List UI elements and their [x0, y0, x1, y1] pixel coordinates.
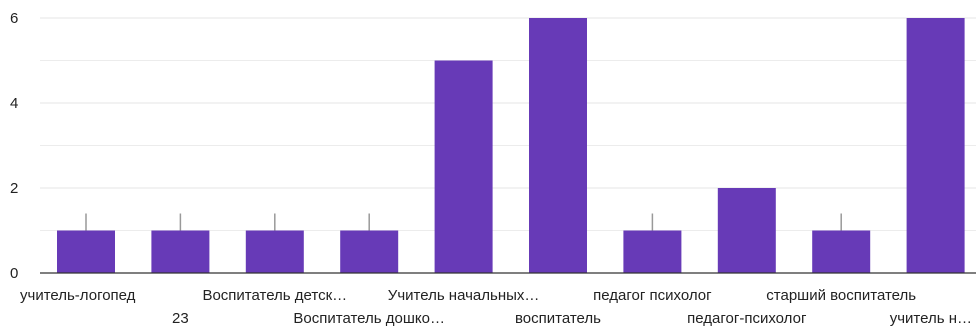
x-tick-label: учитель н… — [890, 310, 972, 327]
bar — [151, 230, 210, 273]
x-tick-label: педагог-психолог — [687, 310, 807, 327]
bar — [623, 230, 682, 273]
bar — [57, 230, 115, 273]
x-tick-label: Воспитатель детск… — [202, 287, 347, 304]
y-axis-ticks: 0 2 4 6 — [10, 10, 18, 282]
x-tick-label: Учитель начальных… — [388, 287, 540, 304]
x-tick-label: старший воспитатель — [766, 287, 916, 304]
x-tick-label: воспитатель — [515, 310, 601, 327]
bar-markers — [85, 213, 842, 231]
bar — [529, 18, 587, 273]
x-tick-label: Воспитатель дошко… — [293, 310, 445, 327]
x-tick-label: педагог психолог — [593, 287, 712, 304]
bar — [812, 230, 871, 273]
x-axis-labels: учитель-логопед 23 Воспитатель детск… Воспи… — [20, 287, 972, 327]
y-tick-label: 0 — [10, 265, 18, 282]
x-tick-label: учитель-логопед — [20, 287, 136, 304]
bar — [340, 230, 399, 273]
y-tick-label: 4 — [10, 95, 18, 112]
bars — [57, 18, 965, 273]
bar — [717, 188, 776, 273]
gridlines — [40, 17, 976, 231]
bar — [434, 60, 493, 273]
bar — [245, 230, 304, 273]
bar — [906, 18, 965, 273]
y-tick-label: 6 — [10, 10, 18, 27]
y-tick-label: 2 — [10, 180, 18, 197]
x-tick-label: 23 — [172, 310, 189, 327]
